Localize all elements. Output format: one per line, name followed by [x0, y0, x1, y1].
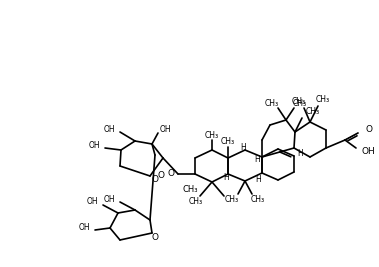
Text: H: H	[255, 175, 261, 183]
Text: H: H	[240, 143, 246, 151]
Text: H: H	[254, 155, 260, 164]
Text: O: O	[157, 171, 164, 179]
Text: O: O	[365, 124, 372, 134]
Text: CH₃: CH₃	[293, 99, 307, 108]
Text: CH₃: CH₃	[221, 138, 235, 147]
Text: OH: OH	[88, 140, 100, 150]
Text: CH₃: CH₃	[183, 186, 198, 194]
Text: CH₃: CH₃	[306, 108, 320, 116]
Text: CH₃: CH₃	[205, 131, 219, 139]
Text: OH: OH	[86, 198, 98, 206]
Text: CH₃: CH₃	[251, 195, 265, 205]
Text: O: O	[168, 170, 174, 179]
Text: OH: OH	[160, 124, 172, 134]
Text: O: O	[152, 175, 158, 184]
Text: CH₃: CH₃	[292, 97, 306, 107]
Text: OH: OH	[103, 124, 115, 134]
Text: O: O	[152, 233, 158, 241]
Text: CH₃: CH₃	[189, 197, 203, 206]
Text: H: H	[223, 172, 229, 182]
Text: OH: OH	[362, 147, 376, 156]
Text: CH₃: CH₃	[225, 195, 239, 205]
Text: CH₃: CH₃	[265, 99, 279, 108]
Text: H: H	[297, 148, 303, 158]
Text: OH: OH	[78, 223, 90, 233]
Text: OH: OH	[103, 194, 115, 203]
Text: CH₃: CH₃	[316, 96, 330, 104]
